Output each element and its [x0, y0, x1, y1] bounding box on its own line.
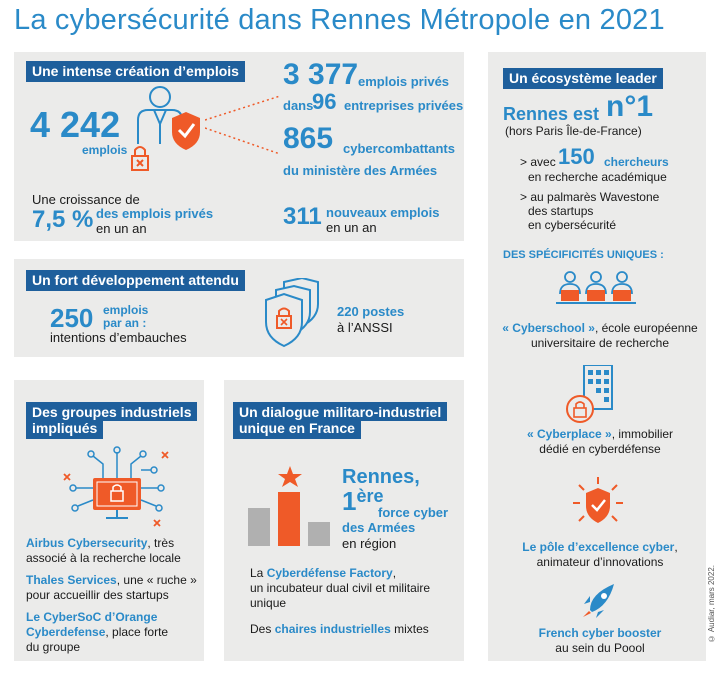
- cyberschool-line-1: « Cyberschool », école européenne: [502, 321, 698, 335]
- groupes-header-2: impliqués: [26, 420, 104, 439]
- rocket-icon: [583, 584, 614, 618]
- chercheurs: chercheurs: [604, 155, 669, 169]
- page-title: La cybersécurité dans Rennes Métropole e…: [14, 4, 665, 36]
- n1: n°1: [606, 90, 654, 123]
- dev-anssi: à l’ANSSI: [337, 320, 393, 335]
- emploi-header: Une intense création d’emplois: [26, 61, 245, 82]
- thales-line-2: pour accueillir des startups: [26, 588, 169, 602]
- recherche: en recherche académique: [528, 170, 667, 184]
- podium-star-icon: [248, 466, 330, 546]
- cyber-fighters-sub: du ministère des Armées: [283, 163, 438, 178]
- orange-line-3: du groupe: [26, 640, 81, 654]
- palmares-1: > au palmarès Wavestone: [520, 190, 660, 204]
- factory-line-3: unique: [250, 596, 287, 610]
- palmares-3: en cybersécurité: [528, 218, 617, 232]
- cyber-fighters-number: 865: [283, 122, 334, 155]
- emploi-big-number: 4 242: [30, 104, 121, 145]
- avec: > avec: [520, 155, 556, 169]
- dialogue-rank: 1ère: [342, 486, 384, 516]
- airbus-line-2: associé à la recherche locale: [26, 551, 181, 565]
- dev-postes: 220 postes: [337, 304, 405, 319]
- thales-line-1: Thales Services, une « ruche »: [26, 573, 197, 587]
- growth-label: des emplois privés: [96, 206, 214, 221]
- growth-text: Une croissance de: [32, 192, 140, 207]
- palmares-2: des startups: [528, 204, 594, 218]
- employee-shield-icon: [131, 86, 200, 171]
- dialogue-force-1: force cyber: [378, 505, 449, 520]
- new-jobs-label: nouveaux emplois: [326, 205, 440, 220]
- ecosysteme-header: Un écosystème leader: [503, 68, 663, 89]
- credit: © Audiar, mars 2022.: [707, 565, 716, 643]
- booster-name: French cyber booster: [538, 626, 662, 640]
- dev-number-label-2: par an :: [103, 316, 147, 330]
- chercheurs-number: 150: [558, 144, 595, 169]
- growth-suffix: en un an: [96, 221, 147, 236]
- rennes-est: Rennes est: [503, 104, 600, 124]
- emploi-big-label: emplois: [82, 143, 128, 157]
- hors-paris: (hors Paris Île-de-France): [505, 124, 642, 138]
- pole-line-1: Le pôle d’excellence cyber,: [522, 540, 678, 554]
- growth-value: 7,5 %: [32, 206, 94, 233]
- shields-stack-icon: [265, 278, 319, 348]
- pole-line-2: animateur d’innovations: [536, 555, 664, 569]
- dialogue-header-2: unique en France: [233, 420, 361, 439]
- panel-emploi: [14, 52, 464, 241]
- groupes-header-1: Des groupes industriels: [26, 402, 198, 421]
- orange-line-2: Cyberdefense, place forte: [26, 625, 169, 639]
- private-jobs-label: emplois privés: [358, 74, 450, 89]
- factory-line-2: un incubateur dual civil et militaire: [250, 581, 431, 595]
- dialogue-rennes: Rennes,: [342, 466, 420, 488]
- cyber-fighters-label: cybercombattants: [343, 141, 455, 156]
- dialogue-region: en région: [342, 536, 397, 551]
- private-in: dans: [283, 98, 314, 113]
- panel-ecosysteme: [488, 52, 706, 661]
- cyberschool-line-2: universitaire de recherche: [530, 336, 670, 350]
- booster-text: au sein du Poool: [555, 641, 645, 655]
- dialogue-force-2: des Armées: [342, 520, 416, 535]
- cyberplace-line-1: « Cyberplace », immobilier: [526, 427, 674, 441]
- companies-number: 96: [312, 89, 337, 114]
- cyberplace-line-2: dédié en cyberdéfense: [539, 442, 661, 456]
- dev-number-label-1: emplois: [103, 303, 149, 317]
- dialogue-header-1: Un dialogue militaro-industriel: [233, 402, 448, 421]
- developpement-header: Un fort développement attendu: [26, 270, 245, 291]
- dev-intentions: intentions d’embauches: [50, 330, 187, 345]
- specificites: DES SPÉCIFICITÉS UNIQUES :: [503, 249, 664, 261]
- airbus-line-1: Airbus Cybersecurity, très: [26, 536, 175, 550]
- circuit-computer-icon: [63, 446, 169, 527]
- shield-rays-icon: [573, 477, 623, 523]
- factory-line-1: La Cyberdéfense Factory,: [250, 566, 397, 580]
- building-lock-icon: [566, 365, 613, 423]
- orange-line-1: Le CyberSoC d’Orange: [26, 610, 158, 624]
- chaires-line: Des chaires industrielles mixtes: [250, 622, 429, 636]
- private-jobs-number: 3 377: [283, 58, 359, 91]
- dotted-connector-lines: [205, 95, 281, 155]
- dev-number: 250: [50, 303, 94, 333]
- companies-label: entreprises privées: [344, 98, 464, 113]
- new-jobs-number: 311: [283, 203, 322, 230]
- new-jobs-suffix: en un an: [326, 220, 377, 235]
- students-icon: [556, 271, 636, 304]
